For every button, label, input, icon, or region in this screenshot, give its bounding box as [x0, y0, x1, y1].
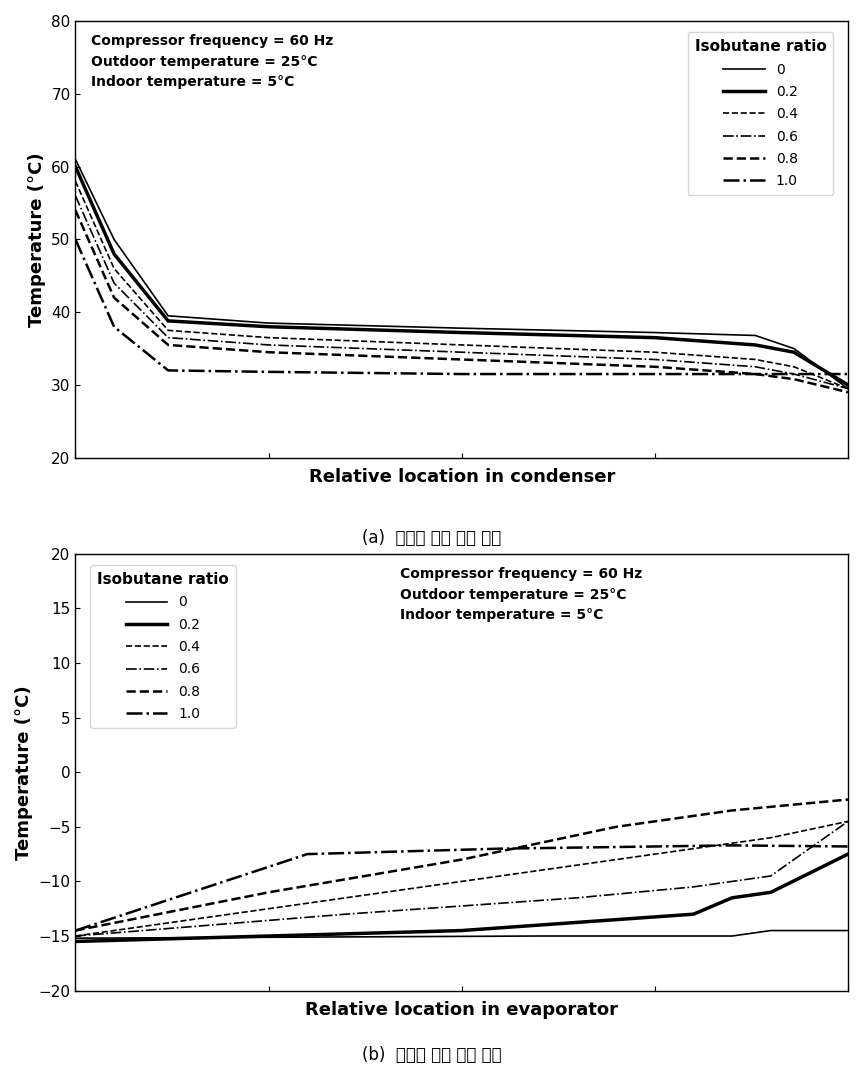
Text: Compressor frequency = 60 Hz
Outdoor temperature = 25°C
Indoor temperature = 5°C: Compressor frequency = 60 Hz Outdoor tem…	[91, 34, 333, 90]
Legend: 0, 0.2, 0.4, 0.6, 0.8, 1.0: 0, 0.2, 0.4, 0.6, 0.8, 1.0	[688, 32, 834, 195]
X-axis label: Relative location in condenser: Relative location in condenser	[308, 468, 615, 486]
Y-axis label: Temperature (°C): Temperature (°C)	[28, 152, 46, 326]
Y-axis label: Temperature (°C): Temperature (°C)	[15, 685, 33, 859]
Text: Compressor frequency = 60 Hz
Outdoor temperature = 25°C
Indoor temperature = 5°C: Compressor frequency = 60 Hz Outdoor tem…	[400, 567, 642, 623]
Text: (a)  응축기 내부 온도 분포: (a) 응축기 내부 온도 분포	[362, 530, 501, 547]
Legend: 0, 0.2, 0.4, 0.6, 0.8, 1.0: 0, 0.2, 0.4, 0.6, 0.8, 1.0	[90, 565, 236, 728]
Text: (b)  증발기 내부 온도 분포: (b) 증발기 내부 온도 분포	[362, 1047, 501, 1064]
X-axis label: Relative location in evaporator: Relative location in evaporator	[306, 1001, 618, 1019]
